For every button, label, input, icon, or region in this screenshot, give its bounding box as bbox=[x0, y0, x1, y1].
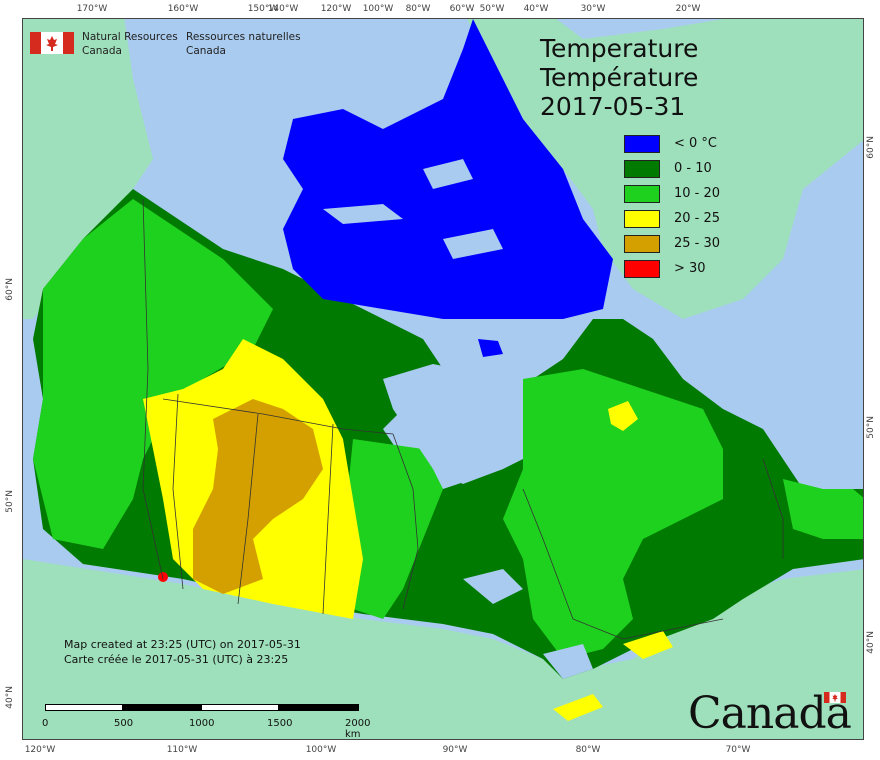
legend-label: 25 - 30 bbox=[674, 236, 721, 251]
graticule-label: 60°W bbox=[449, 4, 475, 14]
bc-alberta-boundary bbox=[142, 198, 164, 580]
legend-label: 20 - 25 bbox=[674, 211, 721, 226]
graticule-label: 60°N bbox=[5, 278, 15, 301]
ontario-quebec-boundary bbox=[522, 488, 624, 640]
legend-swatch bbox=[624, 160, 660, 178]
graticule-label: 60°N bbox=[866, 136, 876, 159]
zone-hot-30 bbox=[158, 572, 168, 582]
quebec-us-boundary bbox=[622, 618, 724, 640]
legend-swatch bbox=[624, 260, 660, 278]
scale-bar: 0 500 1000 1500 2000 km bbox=[42, 704, 370, 740]
graticule-label: 120°W bbox=[320, 4, 352, 14]
canada-flag-icon bbox=[30, 32, 74, 54]
scale-segment bbox=[45, 704, 123, 711]
lake-superior bbox=[463, 569, 523, 604]
created-fr: Carte créée le 2017-05-31 (UTC) à 23:25 bbox=[64, 653, 289, 666]
scale-segment bbox=[279, 704, 359, 711]
legend-label: 0 - 10 bbox=[674, 161, 712, 176]
legend-swatch bbox=[624, 185, 660, 203]
map-canvas bbox=[22, 18, 864, 740]
legend-swatch bbox=[624, 210, 660, 228]
graticule-label: 80°W bbox=[405, 4, 431, 14]
graticule-label: 160°W bbox=[167, 4, 199, 14]
zone-maritime-10-20 bbox=[783, 479, 863, 539]
zone-central-10-20 bbox=[343, 439, 443, 619]
zone-south-ontario-20-25 bbox=[553, 694, 603, 721]
agency-en-line1: Natural Resources bbox=[82, 31, 178, 43]
agency-fr-line2: Canada bbox=[186, 45, 226, 57]
provincial-boundaries bbox=[142, 198, 784, 640]
sixtieth-parallel-boundary bbox=[162, 398, 394, 435]
zone-prairies-25-30 bbox=[193, 399, 323, 594]
graticule-label: 50°W bbox=[479, 4, 505, 14]
zone-labrador-20-25 bbox=[608, 401, 638, 431]
graticule-label: 110°W bbox=[166, 745, 198, 755]
agency-fr-line1: Ressources naturelles bbox=[186, 31, 301, 43]
legend-swatch bbox=[624, 135, 660, 153]
graticule-label: 20°W bbox=[675, 4, 701, 14]
scale-label: 2000 km bbox=[345, 718, 371, 740]
legend-swatch bbox=[624, 235, 660, 253]
graticule-label: 100°W bbox=[305, 745, 337, 755]
zone-west-10-20 bbox=[33, 199, 273, 549]
scale-segment bbox=[201, 704, 279, 711]
scale-label: 0 bbox=[42, 718, 49, 729]
agency-name-en: Natural Resources Canada bbox=[82, 30, 182, 58]
arctic-channel-1 bbox=[323, 204, 403, 224]
lake-huron bbox=[543, 644, 593, 679]
hudson-bay bbox=[383, 364, 523, 484]
zone-ontario-20-25 bbox=[623, 631, 673, 659]
zone-east-10-20 bbox=[503, 369, 723, 659]
graticule-label: 140°W bbox=[267, 4, 299, 14]
graticule-label: 50°N bbox=[5, 490, 15, 513]
alaska bbox=[23, 19, 153, 319]
graticule-label: 90°W bbox=[442, 745, 468, 755]
arctic-channel-2 bbox=[423, 159, 473, 189]
map-date: 2017-05-31 bbox=[540, 92, 686, 121]
title-fr: Température bbox=[540, 63, 699, 92]
graticule-label: 70°W bbox=[725, 745, 751, 755]
graticule-label: 30°W bbox=[580, 4, 606, 14]
graticule-label: 40°W bbox=[523, 4, 549, 14]
legend-label: > 30 bbox=[674, 261, 706, 276]
arctic-channel-3 bbox=[443, 229, 503, 259]
graticule-label: 120°W bbox=[24, 745, 56, 755]
scale-label: 1500 bbox=[267, 718, 293, 729]
graticule-label: 100°W bbox=[362, 4, 394, 14]
map-title: Temperature Température 2017-05-31 bbox=[540, 34, 698, 121]
scale-segment bbox=[123, 704, 201, 711]
graticule-label: 170°W bbox=[76, 4, 108, 14]
canada-wordmark: Canada bbox=[688, 688, 852, 739]
manitoba-ontario-boundary bbox=[392, 433, 419, 610]
agency-en-line2: Canada bbox=[82, 45, 122, 57]
graticule-label: 80°W bbox=[575, 745, 601, 755]
graticule-label: 40°N bbox=[866, 631, 876, 654]
wordmark-flag-icon bbox=[824, 692, 846, 703]
graticule-label: 40°N bbox=[5, 686, 15, 709]
scale-label: 1000 bbox=[189, 718, 215, 729]
title-en: Temperature bbox=[540, 34, 699, 63]
graticule-label: 50°N bbox=[866, 416, 876, 439]
creation-note: Map created at 23:25 (UTC) on 2017-05-31… bbox=[64, 637, 301, 667]
greenland bbox=[467, 19, 863, 319]
agency-name-fr: Ressources naturelles Canada bbox=[186, 30, 326, 58]
quebec-labrador-boundary bbox=[762, 458, 784, 559]
alberta-saskatchewan-boundary bbox=[237, 413, 259, 605]
temperature-map bbox=[23, 19, 863, 739]
united-states bbox=[23, 559, 863, 739]
graticule-label: 150°W bbox=[247, 4, 279, 14]
scale-label: 500 bbox=[114, 718, 134, 729]
baffin-south-cold bbox=[478, 339, 503, 357]
created-en: Map created at 23:25 (UTC) on 2017-05-31 bbox=[64, 638, 301, 651]
legend-label: 10 - 20 bbox=[674, 186, 721, 201]
saskatchewan-manitoba-boundary bbox=[322, 423, 334, 615]
legend-label: < 0 °C bbox=[674, 136, 718, 151]
alberta-west-boundary bbox=[172, 393, 184, 590]
